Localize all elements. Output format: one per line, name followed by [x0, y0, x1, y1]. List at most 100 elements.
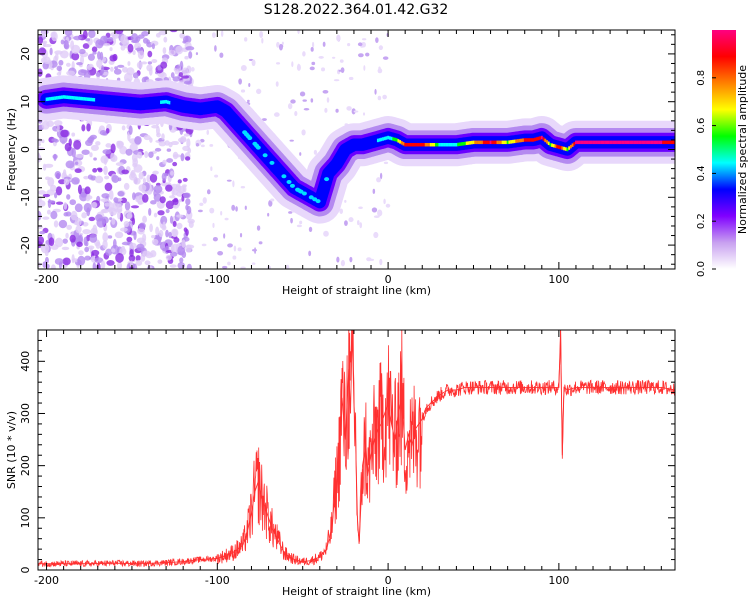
ridge-core	[416, 142, 419, 147]
noise-blob	[38, 236, 45, 245]
ridge-core	[120, 100, 123, 105]
noise-blob	[81, 124, 86, 132]
noise-blob	[168, 49, 176, 56]
noise-blob	[41, 30, 46, 38]
noise-blob	[116, 262, 123, 269]
ridge-core	[349, 144, 352, 149]
noise-blob	[91, 201, 98, 209]
ridge-core	[112, 99, 115, 104]
noise-blob	[359, 222, 363, 229]
ridge-core	[510, 140, 513, 144]
ridge-core	[368, 141, 371, 145]
ridge-core	[482, 140, 485, 145]
noise-blob	[238, 78, 242, 85]
ridge-core	[605, 140, 608, 145]
ridge-core	[395, 138, 398, 142]
noise-blob	[116, 77, 121, 82]
noise-blob	[74, 168, 82, 174]
colorbar-tick-label: 0.2	[696, 213, 707, 229]
noise-blob	[151, 59, 158, 64]
ridge-core	[503, 140, 506, 145]
noise-blob	[85, 197, 91, 202]
ridge-core	[455, 142, 458, 147]
ridge-core	[50, 96, 53, 101]
ridge-core	[84, 97, 87, 101]
noise-blob	[349, 256, 353, 263]
noise-blob	[158, 229, 164, 238]
noise-blob	[55, 186, 63, 196]
noise-blob	[135, 255, 141, 262]
noise-blob	[176, 222, 183, 230]
ridge-core	[197, 106, 200, 111]
ridge-core	[67, 95, 70, 100]
ridge-core	[88, 97, 91, 102]
colorbar: 0.0 0.2 0.4 0.6 0.8 Normalized spectral ampli…	[696, 30, 749, 277]
noise-blob	[38, 142, 42, 147]
noise-blob	[197, 209, 203, 213]
ridge-core	[546, 140, 548, 144]
ridge-core	[653, 140, 656, 145]
ridge-core	[100, 98, 103, 103]
noise-blob	[180, 135, 187, 142]
noise-blob	[344, 220, 348, 227]
ridge-core	[522, 138, 525, 142]
noise-blob	[170, 244, 175, 253]
noise-blob	[281, 41, 284, 45]
noise-blob	[149, 250, 157, 258]
noise-blob	[47, 200, 56, 204]
ridge-core	[527, 138, 530, 142]
noise-blob	[377, 95, 382, 101]
noise-blob	[165, 254, 172, 261]
noise-blob	[150, 200, 157, 205]
noise-blob	[64, 142, 72, 152]
noise-blob	[53, 120, 63, 126]
noise-blob	[94, 175, 104, 184]
noise-blob	[85, 241, 89, 247]
noise-blob	[50, 184, 57, 192]
ridge-core	[344, 147, 347, 152]
noise-blob	[111, 175, 120, 183]
ridge-core	[61, 95, 63, 99]
ridge-core	[612, 140, 615, 145]
ridge-core	[383, 136, 386, 141]
noise-blob	[124, 201, 131, 211]
ridge-core	[187, 105, 190, 109]
noise-blob	[141, 61, 148, 65]
noise-blob	[132, 263, 138, 269]
ridge-core	[580, 140, 583, 145]
ridge-core	[144, 101, 147, 106]
ridge-core	[98, 98, 101, 103]
ridge-core	[335, 162, 338, 166]
ridge-core	[79, 96, 82, 101]
noise-blob	[136, 243, 145, 252]
noise-blob	[338, 69, 342, 72]
ridge-core	[127, 101, 130, 105]
spectrogram-image	[38, 30, 675, 269]
noise-blob	[123, 72, 133, 83]
ridge-core	[499, 140, 502, 145]
ridge-core	[110, 99, 113, 104]
noise-blob	[60, 129, 69, 138]
noise-blob	[172, 220, 177, 228]
ridge-core	[593, 140, 596, 145]
noise-blob	[166, 158, 174, 163]
noise-blob	[123, 220, 130, 228]
noise-blob	[186, 263, 192, 269]
ridge-core	[141, 102, 144, 106]
ridge-core	[592, 140, 595, 145]
ridge-core	[426, 142, 429, 147]
ridge-core	[83, 97, 86, 101]
ridge-core	[646, 140, 649, 145]
ridge-core	[610, 140, 613, 145]
noise-blob	[102, 71, 109, 76]
ridge-core	[356, 142, 359, 147]
ridge-core	[247, 136, 253, 141]
noise-blob	[102, 232, 109, 242]
ridge-core	[175, 102, 178, 107]
noise-blob	[147, 61, 153, 65]
ridge-core	[600, 140, 603, 145]
noise-blob	[168, 231, 172, 239]
noise-blob	[92, 51, 97, 55]
ridge-core	[400, 141, 403, 145]
ridge-core	[436, 142, 439, 147]
